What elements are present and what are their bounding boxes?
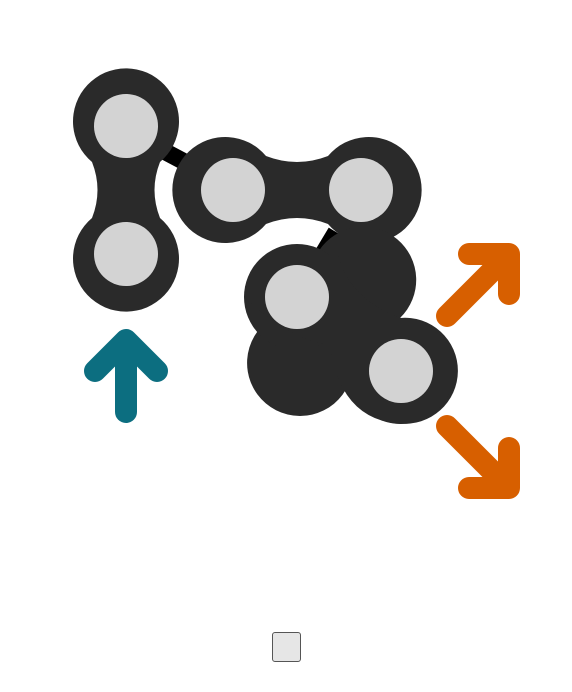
piece-hole (265, 265, 329, 329)
piece-hole (329, 158, 393, 222)
check-button[interactable] (272, 632, 301, 662)
up-arrow-icon[interactable] (84, 329, 168, 423)
vertical-link-piece[interactable] (72, 68, 179, 312)
up-right-arrow-icon[interactable] (436, 243, 520, 327)
piece-hole (94, 222, 158, 286)
diagonal-link-piece[interactable] (244, 226, 458, 424)
horizontal-link-piece[interactable] (172, 137, 422, 243)
piece-hole (94, 94, 158, 158)
piece-hole (369, 339, 433, 403)
piece-hole (201, 158, 265, 222)
down-right-arrow-icon[interactable] (436, 415, 520, 499)
